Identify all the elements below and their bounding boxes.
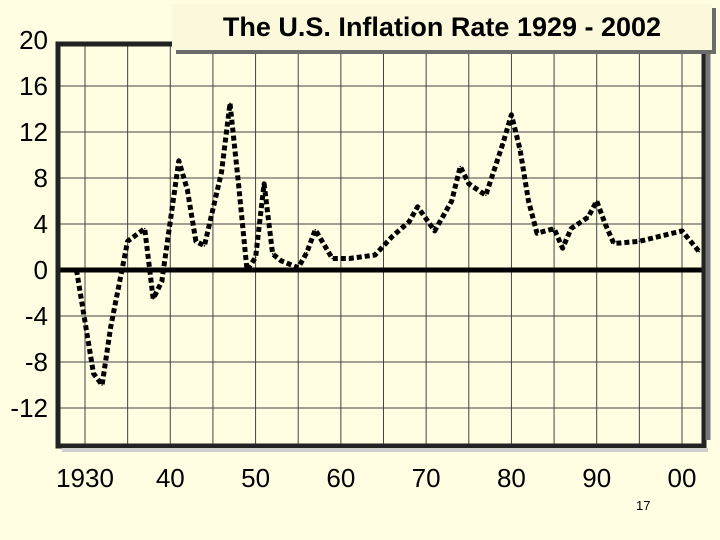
data-point [638,240,641,243]
series-line [74,100,702,388]
y-tick-label: 16 [19,71,48,101]
data-point [467,182,470,185]
data-point [612,242,615,245]
data-point [75,269,78,271]
data-point [595,200,598,202]
data-point [220,171,223,174]
x-tick-label: 70 [412,463,441,493]
data-point [254,256,257,259]
data-point [391,235,393,238]
y-tick-label: -8 [25,347,48,377]
data-point [698,250,700,253]
data-point [92,372,95,375]
chart-title: The U.S. Inflation Rate 1929 - 2002 [172,4,712,50]
y-tick-label: 8 [34,163,48,193]
data-point [109,326,112,329]
data-point [433,230,436,232]
data-point [305,251,308,254]
data-point [237,182,240,185]
y-tick-label: 12 [19,117,48,147]
data-point [271,253,274,255]
x-tick-label: 40 [156,463,185,493]
data-point [229,102,231,105]
data-point [527,200,530,202]
y-tick-label: 0 [34,255,48,285]
x-axis-ticks: 1930 40 50 60 70 80 90 00 [56,463,696,493]
data-point [126,240,129,243]
data-point [587,216,589,218]
plot-area-background [60,44,702,446]
x-tick-label: 60 [326,463,355,493]
y-tick-label: -12 [10,393,48,423]
data-point [143,227,146,230]
x-tick-label: 90 [582,463,611,493]
x-tick-label: 80 [497,463,526,493]
data-point [561,247,564,249]
y-tick-label: 20 [19,25,48,55]
series-group [74,100,702,388]
data-point [570,227,572,230]
data-point [160,280,163,283]
y-axis-ticks: 20 16 12 8 4 0 -4 -8 -12 [10,25,48,423]
data-point [246,269,248,271]
data-point [331,257,334,260]
data-point [263,182,265,185]
data-point [365,255,368,257]
data-point [502,142,504,145]
data-point [178,159,180,162]
data-point [510,113,513,116]
data-point [416,205,419,208]
data-point [280,260,282,262]
data-point [536,232,538,234]
data-point [314,228,317,231]
x-tick-label: 00 [668,463,697,493]
data-point [152,297,155,300]
data-point [195,240,197,243]
x-tick-label: 50 [241,463,270,493]
data-point [374,254,376,256]
data-point [186,188,189,191]
data-point [681,230,683,232]
y-tick-label: 4 [34,209,48,239]
data-point [408,220,410,223]
page-number: 17 [636,498,651,513]
data-point [348,257,351,260]
data-point [553,227,555,230]
data-point [297,266,300,269]
data-point [459,165,462,168]
data-point [450,200,453,202]
y-tick-label: -4 [25,301,48,331]
data-point [203,245,206,247]
data-point [519,148,521,151]
data-point [101,384,103,386]
data-point [604,223,607,225]
x-tick-label: 1930 [56,463,114,493]
data-point [485,194,487,197]
